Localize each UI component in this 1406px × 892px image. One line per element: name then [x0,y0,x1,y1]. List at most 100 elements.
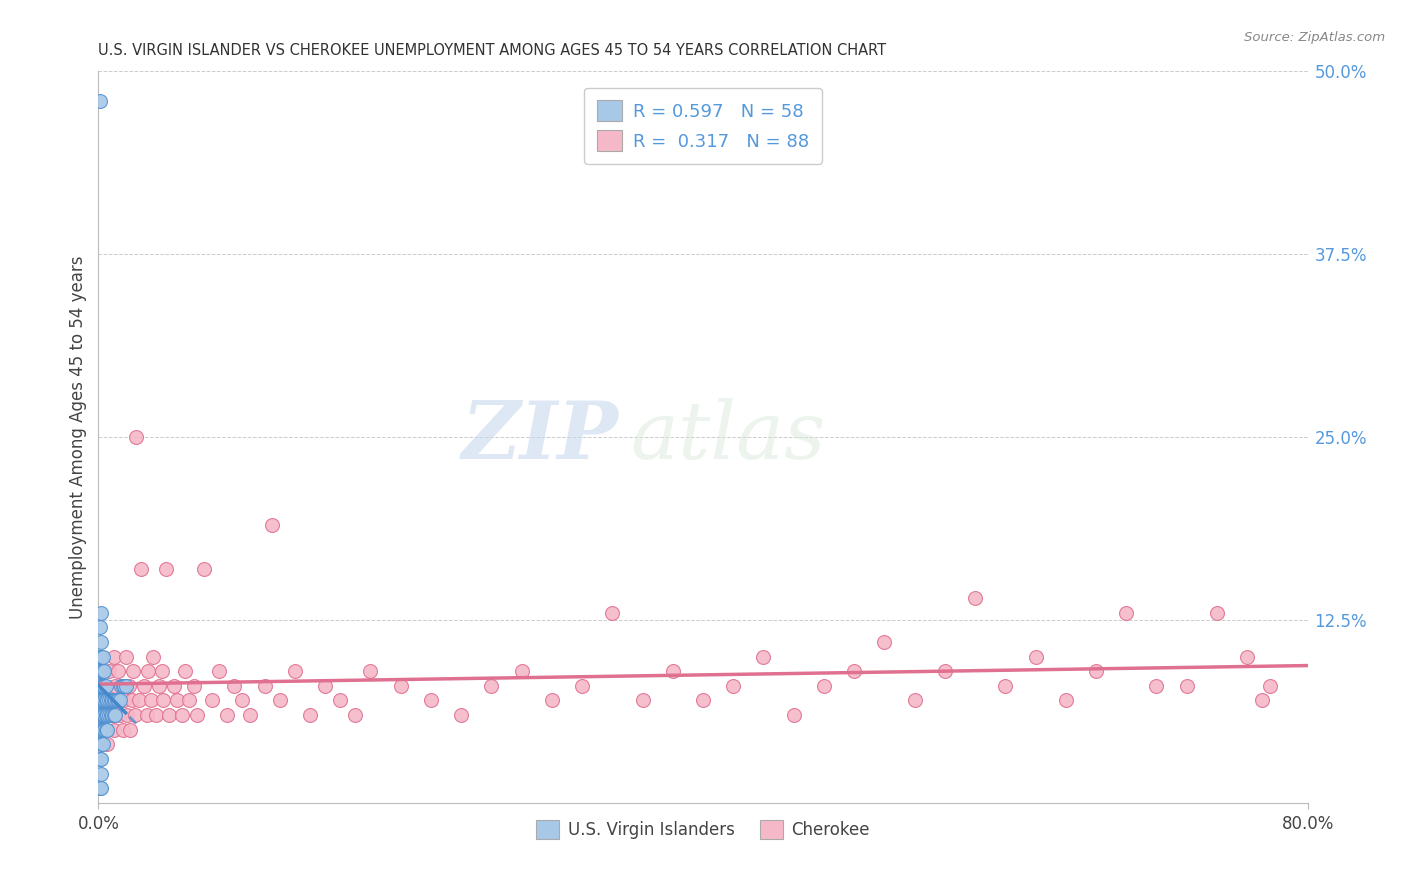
Point [98,708,121,723]
Point [90,781,112,796]
Point [360,664,382,678]
Point [159,708,181,723]
Point [91,693,114,707]
Point [114,679,136,693]
Legend: U.S. Virgin Islanders, Cherokee: U.S. Virgin Islanders, Cherokee [530,814,876,846]
Point [873,635,896,649]
Point [91,649,114,664]
Point [104,679,127,693]
Point [100,693,122,707]
Y-axis label: Unemployment Among Ages 45 to 54 years: Unemployment Among Ages 45 to 54 years [69,255,87,619]
Point [101,693,124,707]
Point [90,766,112,780]
Point [1144,679,1167,693]
Point [94,679,117,693]
Point [112,693,135,707]
Point [90,723,112,737]
Point [299,708,322,723]
Point [510,664,533,678]
Point [91,679,114,693]
Point [904,693,927,707]
Point [965,591,987,605]
Point [166,693,188,707]
Point [91,664,114,678]
Point [103,649,125,664]
Point [571,679,593,693]
Point [89,620,111,634]
Text: atlas: atlas [630,399,825,475]
Point [132,679,155,693]
Point [239,708,262,723]
Point [93,723,115,737]
Point [1024,649,1046,664]
Point [96,737,118,751]
Point [108,693,131,707]
Point [94,708,117,723]
Point [141,693,163,707]
Point [1236,649,1258,664]
Point [1258,679,1281,693]
Point [101,708,124,723]
Point [1054,693,1077,707]
Point [93,693,115,707]
Point [231,693,253,707]
Point [89,752,111,766]
Point [120,723,142,737]
Point [631,693,654,707]
Point [994,679,1017,693]
Point [142,649,165,664]
Point [163,679,186,693]
Point [152,693,174,707]
Point [105,693,128,707]
Point [103,723,125,737]
Point [89,708,111,723]
Point [107,693,129,707]
Point [344,708,367,723]
Point [90,664,112,678]
Point [170,708,193,723]
Point [103,708,125,723]
Point [98,693,121,707]
Point [844,664,866,678]
Point [661,664,683,678]
Point [136,664,159,678]
Point [125,430,148,444]
Point [110,679,132,693]
Point [602,606,624,620]
Point [89,94,111,108]
Point [186,708,208,723]
Text: Source: ZipAtlas.com: Source: ZipAtlas.com [1244,31,1385,45]
Point [94,723,117,737]
Point [89,781,111,796]
Point [108,708,131,723]
Point [208,664,231,678]
Point [1175,679,1198,693]
Point [98,664,121,678]
Point [96,723,118,737]
Point [269,693,291,707]
Point [111,679,134,693]
Point [1206,606,1229,620]
Point [89,664,111,678]
Point [118,679,141,693]
Point [93,679,115,693]
Point [89,693,111,707]
Point [112,679,135,693]
Point [173,664,195,678]
Point [1085,664,1108,678]
Point [128,693,150,707]
Text: U.S. VIRGIN ISLANDER VS CHEROKEE UNEMPLOYMENT AMONG AGES 45 TO 54 YEARS CORRELAT: U.S. VIRGIN ISLANDER VS CHEROKEE UNEMPLO… [98,43,887,58]
Point [723,679,745,693]
Point [129,562,152,576]
Point [105,693,128,707]
Point [104,708,127,723]
Point [94,693,117,707]
Point [90,635,112,649]
Point [89,679,111,693]
Point [90,693,112,707]
Point [314,679,336,693]
Point [122,664,145,678]
Point [91,737,114,751]
Point [155,562,177,576]
Point [329,693,352,707]
